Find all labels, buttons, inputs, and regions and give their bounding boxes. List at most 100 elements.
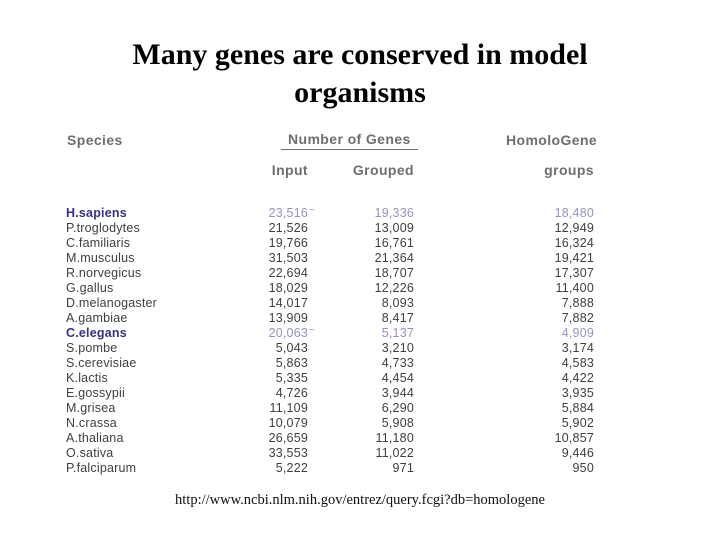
input-genes-cell: 21,526 [268, 221, 308, 235]
slide-title: Many genes are conserved in model organi… [0, 36, 720, 112]
homologene-groups-cell: 950 [572, 461, 594, 475]
homologene-groups-cell: 18,480 [554, 206, 594, 220]
input-genes-cell: 22,694 [268, 266, 308, 280]
species-name-cell: M.grisea [66, 401, 116, 415]
grouped-genes-cell: 19,336 [374, 206, 414, 220]
table-row: G.gallus 18,029 12,226 11,400 [66, 281, 596, 296]
grouped-genes-cell: 4,733 [381, 356, 414, 370]
homologene-groups-cell: 19,421 [554, 251, 594, 265]
grouped-genes-cell: 16,761 [374, 236, 414, 250]
slide-title-line-2: organisms [294, 76, 426, 109]
table-row: C.familiaris 19,766 16,761 16,324 [66, 236, 596, 251]
species-name-cell: D.melanogaster [66, 296, 158, 310]
table-row: M.musculus 31,503 21,364 19,421 [66, 251, 596, 266]
input-genes-cell: 13,909 [268, 311, 308, 325]
input-genes-cell: 23,516~ [268, 205, 316, 220]
species-name-cell: K.lactis [66, 371, 108, 385]
homologene-groups-cell: 4,583 [561, 356, 594, 370]
homologene-groups-cell: 7,882 [561, 311, 594, 325]
homologene-groups-cell: 10,857 [554, 431, 594, 445]
input-genes-cell: 31,503 [268, 251, 308, 265]
homologene-groups-cell: 7,888 [561, 296, 594, 310]
table-row: K.lactis 5,335 4,454 4,422 [66, 371, 596, 386]
grouped-genes-cell: 4,454 [381, 371, 414, 385]
species-name-cell: G.gallus [66, 281, 114, 295]
homologene-groups-cell: 17,307 [554, 266, 594, 280]
table-row: S.cerevisiae 5,863 4,733 4,583 [66, 356, 596, 371]
homologene-groups-cell: 9,446 [561, 446, 594, 460]
grouped-genes-cell: 12,226 [374, 281, 414, 295]
species-name-cell: N.crassa [66, 416, 117, 430]
grouped-genes-cell: 8,093 [381, 296, 414, 310]
species-name-cell: P.falciparum [66, 461, 137, 475]
grouped-genes-cell: 11,180 [375, 431, 414, 445]
grouped-genes-cell: 18,707 [374, 266, 414, 280]
table-row: A.gambiae 13,909 8,417 7,882 [66, 311, 596, 326]
homologene-groups-cell: 16,324 [554, 236, 594, 250]
grouped-genes-cell: 8,417 [381, 311, 414, 325]
column-subheader-input: Input [271, 162, 308, 178]
input-genes-cell: 18,029 [268, 281, 308, 295]
grouped-genes-cell: 3,210 [381, 341, 414, 355]
input-genes-cell: 19,766 [268, 236, 308, 250]
source-url: http://www.ncbi.nlm.nih.gov/entrez/query… [175, 492, 545, 508]
homologene-groups-cell: 4,909 [561, 326, 594, 340]
table-row: C.elegans 20,063~ 5,137 4,909 [66, 325, 596, 341]
grouped-genes-cell: 3,944 [381, 386, 414, 400]
homologene-groups-cell: 5,902 [561, 416, 594, 430]
table-row: P.falciparum 5,222 971 950 [66, 461, 596, 476]
species-name-cell: E.gossypii [66, 386, 125, 400]
grouped-genes-cell: 971 [392, 461, 414, 475]
grouped-genes-cell: 11,022 [375, 446, 414, 460]
input-genes-cell: 26,659 [268, 431, 308, 445]
input-genes-cell: 5,043 [275, 341, 308, 355]
species-name-cell: O.sativa [66, 446, 114, 460]
species-name-cell: P.troglodytes [66, 221, 140, 235]
table-row: D.melanogaster 14,017 8,093 7,888 [66, 296, 596, 311]
species-name-cell: R.norvegicus [66, 266, 142, 280]
column-header-number-of-genes: Number of Genes [281, 131, 418, 150]
species-name-cell: A.thaliana [66, 431, 124, 445]
input-genes-cell: 5,863 [275, 356, 308, 370]
input-genes-cell: 11,109 [269, 401, 308, 415]
species-name-cell: M.musculus [66, 251, 135, 265]
slide-title-line-1: Many genes are conserved in model [132, 38, 588, 71]
grouped-genes-cell: 13,009 [374, 221, 414, 235]
grouped-genes-cell: 6,290 [381, 401, 414, 415]
input-genes-cell: 5,222 [275, 461, 308, 475]
grouped-genes-cell: 21,364 [374, 251, 414, 265]
grouped-genes-cell: 5,137 [381, 326, 414, 340]
column-header-homologene: HomoloGene [506, 132, 598, 148]
table-row: A.thaliana 26,659 11,180 10,857 [66, 431, 596, 446]
input-genes-cell: 4,726 [275, 386, 308, 400]
homologene-groups-cell: 3,174 [561, 341, 594, 355]
column-header-species: Species [67, 132, 123, 148]
input-genes-cell: 5,335 [275, 371, 308, 385]
input-genes-cell: 20,063~ [268, 325, 316, 340]
table-row: N.crassa 10,079 5,908 5,902 [66, 416, 596, 431]
homologene-groups-cell: 3,935 [561, 386, 594, 400]
input-genes-cell: 33,553 [268, 446, 308, 460]
table-row: O.sativa 33,553 11,022 9,446 [66, 446, 596, 461]
species-table-body: H.sapiens 23,516~ 19,336 18,480 P.troglodyte… [66, 205, 596, 476]
table-row: M.grisea 11,109 6,290 5,884 [66, 401, 596, 416]
table-row: E.gossypii 4,726 3,944 3,935 [66, 386, 596, 401]
species-name-cell: S.pombe [66, 341, 118, 355]
homologene-groups-cell: 4,422 [561, 371, 594, 385]
input-genes-cell: 14,017 [268, 296, 308, 310]
table-row: R.norvegicus 22,694 18,707 17,307 [66, 266, 596, 281]
column-subheader-grouped: Grouped [352, 162, 414, 178]
species-name-cell: H.sapiens [66, 206, 127, 220]
species-name-cell: A.gambiae [66, 311, 128, 325]
table-row: H.sapiens 23,516~ 19,336 18,480 [66, 205, 596, 221]
homologene-groups-cell: 5,884 [561, 401, 594, 415]
species-name-cell: S.cerevisiae [66, 356, 137, 370]
input-genes-cell: 10,079 [268, 416, 308, 430]
grouped-genes-cell: 5,908 [381, 416, 414, 430]
table-row: S.pombe 5,043 3,210 3,174 [66, 341, 596, 356]
homologene-groups-cell: 11,400 [555, 281, 594, 295]
species-name-cell: C.familiaris [66, 236, 131, 250]
homologene-groups-cell: 12,949 [554, 221, 594, 235]
column-subheader-groups: groups [544, 162, 594, 178]
species-name-cell: C.elegans [66, 326, 127, 340]
